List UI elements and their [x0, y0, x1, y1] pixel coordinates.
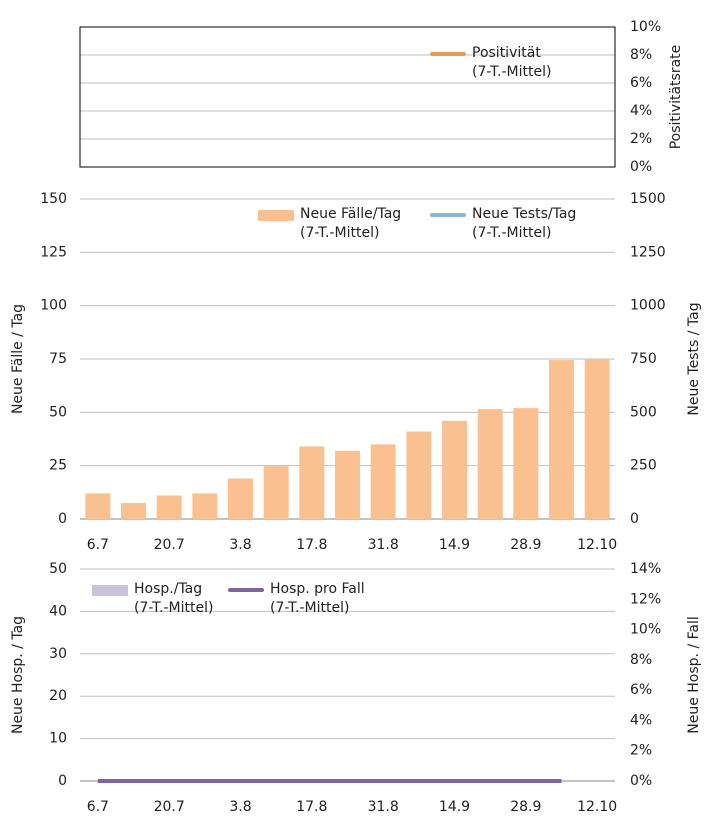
tick-label: 0 [58, 511, 67, 527]
legend-label: Positivität (7-T.-Mittel) [472, 45, 552, 80]
tick-label: 100 [40, 298, 67, 314]
tick-label: 10% [630, 19, 661, 35]
tick-label: 500 [630, 404, 657, 420]
tick-label: 1500 [630, 191, 666, 207]
x-tick-label: 28.9 [510, 537, 541, 553]
legend-swatch [430, 213, 466, 217]
tick-label: 750 [630, 351, 657, 367]
bar [549, 360, 574, 519]
x-tick-label: 31.8 [368, 537, 399, 553]
x-tick-label: 6.7 [87, 537, 109, 553]
legend-entry: Hosp. pro Fall (7-T.-Mittel) [228, 580, 365, 618]
tick-label: 40 [49, 603, 67, 619]
bar [228, 478, 253, 519]
legend-label: Hosp./Tag (7-T.-Mittel) [134, 581, 214, 616]
bar [335, 450, 360, 519]
y-axis-label: Neue Fälle / Tag [10, 304, 26, 414]
x-tick-label: 31.8 [368, 799, 399, 815]
x-tick-label: 28.9 [510, 799, 541, 815]
bar [406, 431, 432, 519]
y-axis-label: Neue Hosp. / Tag [10, 616, 26, 734]
y2-axis-label: Neue Tests / Tag [686, 302, 702, 415]
tick-label: 0 [58, 773, 67, 789]
tick-label: 0 [630, 511, 639, 527]
x-tick-label: 14.9 [439, 537, 470, 553]
bar [370, 444, 396, 519]
plot-border [79, 26, 616, 168]
tick-label: 0% [630, 159, 652, 175]
tick-label: 20 [49, 688, 67, 704]
tick-label: 25 [49, 458, 67, 474]
tick-label: 250 [630, 458, 657, 474]
legend-entry: Hosp./Tag (7-T.-Mittel) [92, 580, 213, 618]
bar [299, 446, 325, 519]
legend-swatch [258, 210, 294, 221]
tick-label: 10% [630, 622, 661, 638]
tick-label: 12% [630, 591, 661, 607]
x-tick-label: 12.10 [577, 537, 617, 553]
bar [584, 359, 610, 519]
bar [156, 495, 182, 519]
tick-label: 10 [49, 731, 67, 747]
x-tick-label: 20.7 [154, 799, 185, 815]
tick-label: 8% [630, 652, 652, 668]
tick-label: 2% [630, 743, 652, 759]
legend-swatch [430, 52, 466, 56]
tick-label: 2% [630, 131, 652, 147]
tick-label: 4% [630, 712, 652, 728]
bar [477, 409, 503, 519]
bar [85, 493, 111, 519]
tick-label: 75 [49, 351, 67, 367]
legend-entry: Positivität (7-T.-Mittel) [430, 44, 551, 82]
tick-label: 1250 [630, 244, 666, 260]
x-tick-label: 17.8 [296, 537, 327, 553]
tick-label: 150 [40, 191, 67, 207]
legend-swatch [92, 585, 128, 596]
legend-entry: Neue Tests/Tag (7-T.-Mittel) [430, 205, 576, 243]
x-tick-label: 14.9 [439, 799, 470, 815]
legend-entry: Neue Fälle/Tag (7-T.-Mittel) [258, 205, 401, 243]
tick-label: 50 [49, 404, 67, 420]
tick-label: 8% [630, 47, 652, 63]
tick-label: 1000 [630, 298, 666, 314]
tick-label: 4% [630, 103, 652, 119]
bar [121, 503, 146, 519]
tick-label: 14% [630, 561, 661, 577]
bar [513, 408, 539, 519]
bar [263, 465, 289, 519]
bar [192, 493, 218, 519]
y2-axis-label: Neue Hosp. / Fall [686, 616, 702, 734]
x-tick-label: 3.8 [229, 537, 251, 553]
x-tick-label: 17.8 [296, 799, 327, 815]
x-tick-label: 20.7 [154, 537, 185, 553]
tick-label: 125 [40, 244, 67, 260]
tick-label: 6% [630, 75, 652, 91]
tick-label: 30 [49, 646, 67, 662]
tick-label: 0% [630, 773, 652, 789]
x-tick-label: 6.7 [87, 799, 109, 815]
tick-label: 6% [630, 682, 652, 698]
legend-label: Hosp. pro Fall (7-T.-Mittel) [270, 581, 365, 616]
legend-label: Neue Tests/Tag (7-T.-Mittel) [472, 206, 577, 241]
bar [442, 420, 467, 519]
tick-label: 50 [49, 561, 67, 577]
x-tick-label: 12.10 [577, 799, 617, 815]
legend-swatch [228, 588, 264, 592]
x-tick-label: 3.8 [229, 799, 251, 815]
legend-label: Neue Fälle/Tag (7-T.-Mittel) [300, 206, 402, 241]
y-axis-label: Positivitätsrate [668, 45, 684, 150]
